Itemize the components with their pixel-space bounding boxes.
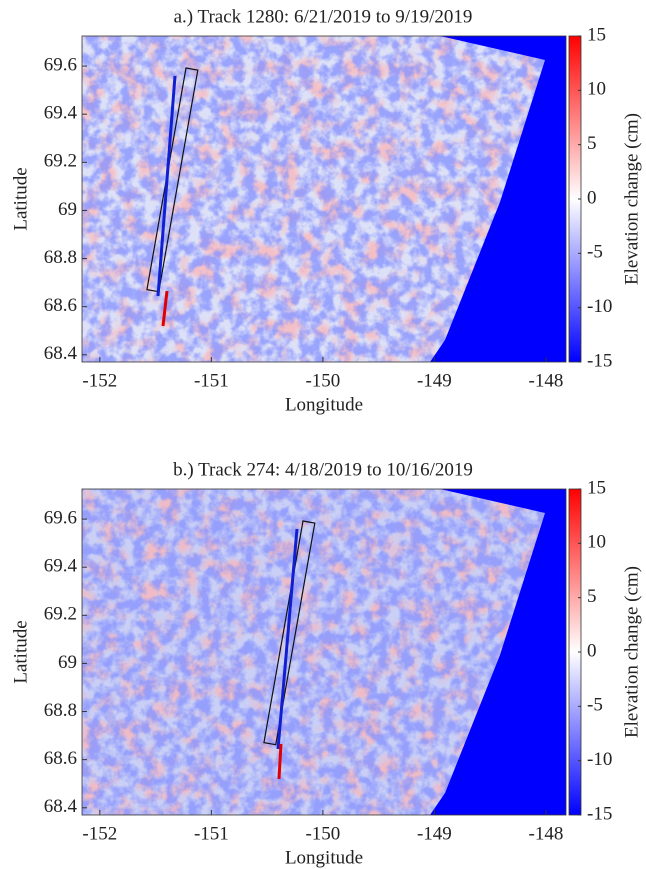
y-tick-label: 68.6: [44, 295, 77, 316]
y-tick-label: 69.2: [44, 604, 77, 625]
y-tick-label: 69: [58, 652, 77, 673]
axes-frame: [81, 488, 567, 816]
x-tick-label: -148: [529, 823, 564, 844]
y-tick-label: 69.4: [44, 556, 78, 577]
map-image: [82, 489, 566, 815]
y-tick-label: 68.6: [44, 748, 77, 769]
x-tick-label: -152: [82, 370, 117, 391]
y-axis-label: Latitude: [10, 620, 31, 683]
colorbar-tick-label: -10: [587, 749, 612, 770]
x-tick-label: -151: [194, 823, 229, 844]
track-red: [277, 743, 283, 780]
colorbar-tick-label: 0: [587, 187, 597, 208]
colorbar-tick-label: 5: [587, 133, 597, 154]
map-image: [82, 36, 566, 362]
track: [156, 75, 177, 297]
chart-title: b.) Track 274: 4/18/2019 to 10/16/2019: [173, 459, 473, 480]
colorbar-tick-label: -15: [587, 803, 612, 824]
colorbar-tick-label: -15: [587, 350, 612, 371]
ocean: [430, 489, 566, 815]
y-tick-label: 68.8: [44, 700, 77, 721]
y-tick-label: 69.6: [44, 507, 77, 528]
y-tick-label: 69.2: [44, 151, 77, 172]
axes-frame: [81, 35, 567, 363]
colorbar-tick-label: 15: [587, 24, 606, 45]
colorbar-tick-label: 5: [587, 586, 597, 607]
y-axis-label: Latitude: [10, 167, 31, 230]
y-tick-label: 68.8: [44, 247, 77, 268]
ocean: [430, 36, 566, 362]
x-tick-label: -148: [529, 370, 564, 391]
colorbar-tick-label: 15: [587, 477, 606, 498]
x-axis-label: Longitude: [285, 847, 363, 868]
track-box: [263, 520, 316, 746]
y-tick-label: 68.4: [44, 343, 78, 364]
x-tick-label: -152: [82, 823, 117, 844]
colorbar-tick-label: 0: [587, 640, 597, 661]
colorbar-tick-label: 10: [587, 532, 606, 553]
colorbar-label: Elevation change (cm): [621, 566, 642, 738]
x-tick-label: -150: [305, 823, 340, 844]
colorbar-tick-label: -5: [587, 695, 603, 716]
colorbar-tick-label: 10: [587, 79, 606, 100]
chart-title: a.) Track 1280: 6/21/2019 to 9/19/2019: [174, 6, 473, 27]
colorbar-tick-label: -5: [587, 242, 603, 263]
y-tick-label: 69: [58, 199, 77, 220]
colorbar-tick-label: -10: [587, 296, 612, 317]
x-axis-label: Longitude: [285, 394, 363, 415]
colorbar-label: Elevation change (cm): [621, 113, 642, 285]
track-red: [161, 290, 169, 327]
y-tick-label: 68.4: [44, 796, 78, 817]
x-tick-label: -150: [305, 370, 340, 391]
x-tick-label: -151: [194, 370, 229, 391]
y-tick-label: 69.6: [44, 54, 77, 75]
x-tick-label: -149: [417, 370, 452, 391]
y-tick-label: 69.4: [44, 103, 78, 124]
track: [276, 528, 299, 750]
x-tick-label: -149: [417, 823, 452, 844]
